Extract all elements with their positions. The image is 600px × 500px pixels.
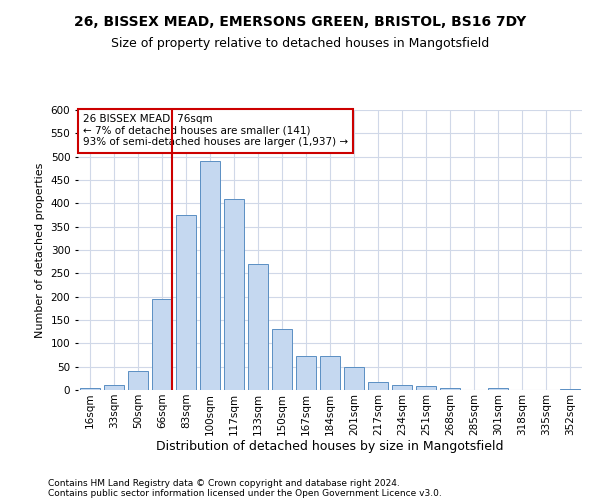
Bar [128, 372, 148, 390]
Bar [80, 388, 100, 390]
Bar [248, 264, 268, 390]
Text: Contains public sector information licensed under the Open Government Licence v3: Contains public sector information licen… [48, 488, 442, 498]
Bar [344, 366, 364, 390]
Text: Contains HM Land Registry data © Crown copyright and database right 2024.: Contains HM Land Registry data © Crown c… [48, 478, 400, 488]
Bar [440, 388, 460, 390]
Text: Size of property relative to detached houses in Mangotsfield: Size of property relative to detached ho… [111, 38, 489, 51]
Bar [416, 386, 436, 390]
Text: 26, BISSEX MEAD, EMERSONS GREEN, BRISTOL, BS16 7DY: 26, BISSEX MEAD, EMERSONS GREEN, BRISTOL… [74, 15, 526, 29]
Bar [272, 330, 292, 390]
Bar [200, 162, 220, 390]
Bar [320, 356, 340, 390]
Bar [104, 386, 124, 390]
Bar [560, 389, 580, 390]
Y-axis label: Number of detached properties: Number of detached properties [35, 162, 45, 338]
Bar [224, 198, 244, 390]
Text: 26 BISSEX MEAD: 76sqm
← 7% of detached houses are smaller (141)
93% of semi-deta: 26 BISSEX MEAD: 76sqm ← 7% of detached h… [83, 114, 348, 148]
Bar [176, 215, 196, 390]
Bar [392, 386, 412, 390]
Bar [488, 388, 508, 390]
Bar [296, 356, 316, 390]
Bar [368, 382, 388, 390]
Bar [152, 299, 172, 390]
X-axis label: Distribution of detached houses by size in Mangotsfield: Distribution of detached houses by size … [156, 440, 504, 454]
